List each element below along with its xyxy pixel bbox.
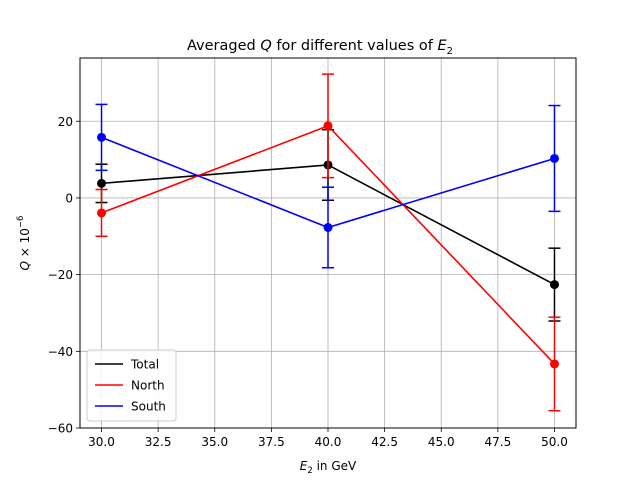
data-point-north xyxy=(549,359,559,369)
chart-title: Averaged Q for different values of E2 xyxy=(187,38,453,57)
chart-title-symbol: E xyxy=(437,38,447,54)
legend-label-north: North xyxy=(131,379,165,393)
legend: Total North South xyxy=(86,349,177,422)
legend-label-south: South xyxy=(131,400,166,414)
x-axis-label-symbol: E xyxy=(300,459,308,473)
x-tick-label: 50.0 xyxy=(541,435,568,449)
y-axis: −60 −40 −20 0 20 xyxy=(48,115,80,436)
series-south xyxy=(95,103,561,269)
x-tick-label: 45.0 xyxy=(428,435,455,449)
data-point-south xyxy=(549,153,559,163)
y-axis-label-exponent: −6 xyxy=(16,216,26,229)
x-tick-label: 35.0 xyxy=(201,435,228,449)
x-axis-label-rest: in GeV xyxy=(313,459,357,473)
data-point-south xyxy=(323,222,333,232)
x-tick-label: 32.5 xyxy=(145,435,172,449)
plot-area: 30.0 32.5 35.0 37.5 40.0 42.5 45.0 47.5 50.0 −60… xyxy=(48,57,577,449)
y-axis-label: Q × 10−6 xyxy=(16,216,32,271)
data-point-total xyxy=(549,280,559,290)
data-point-total xyxy=(97,178,107,188)
data-point-south xyxy=(97,132,107,142)
series-layer xyxy=(95,73,561,412)
x-tick-label: 47.5 xyxy=(485,435,512,449)
y-tick-label: −40 xyxy=(48,345,73,359)
x-tick-label: 40.0 xyxy=(315,435,342,449)
x-axis-label: E2 in GeV xyxy=(300,459,357,476)
legend-label-total: Total xyxy=(130,358,159,372)
data-point-north xyxy=(323,121,333,131)
y-tick-label: 0 xyxy=(65,191,73,205)
chart-title-var: Q xyxy=(260,38,271,54)
chart-title-prefix: Averaged xyxy=(187,38,260,54)
y-axis-label-symbol: Q xyxy=(18,261,32,270)
x-tick-label: 30.0 xyxy=(88,435,115,449)
x-tick-label: 42.5 xyxy=(371,435,398,449)
series-north xyxy=(95,73,561,412)
x-axis-label-subscript: 2 xyxy=(307,466,312,476)
x-tick-label: 37.5 xyxy=(258,435,285,449)
plot-frame xyxy=(79,57,577,429)
legend-box xyxy=(86,349,177,422)
data-point-north xyxy=(97,208,107,218)
chart-title-middle: for different values of xyxy=(272,38,438,54)
y-tick-label: −60 xyxy=(48,422,73,436)
chart-title-subscript: 2 xyxy=(447,46,453,57)
y-tick-label: −20 xyxy=(48,268,73,282)
y-axis-label-times: × 10 xyxy=(18,228,32,261)
x-axis: 30.0 32.5 35.0 37.5 40.0 42.5 45.0 47.5 50.0 xyxy=(88,428,568,449)
y-tick-label: 20 xyxy=(58,115,73,129)
